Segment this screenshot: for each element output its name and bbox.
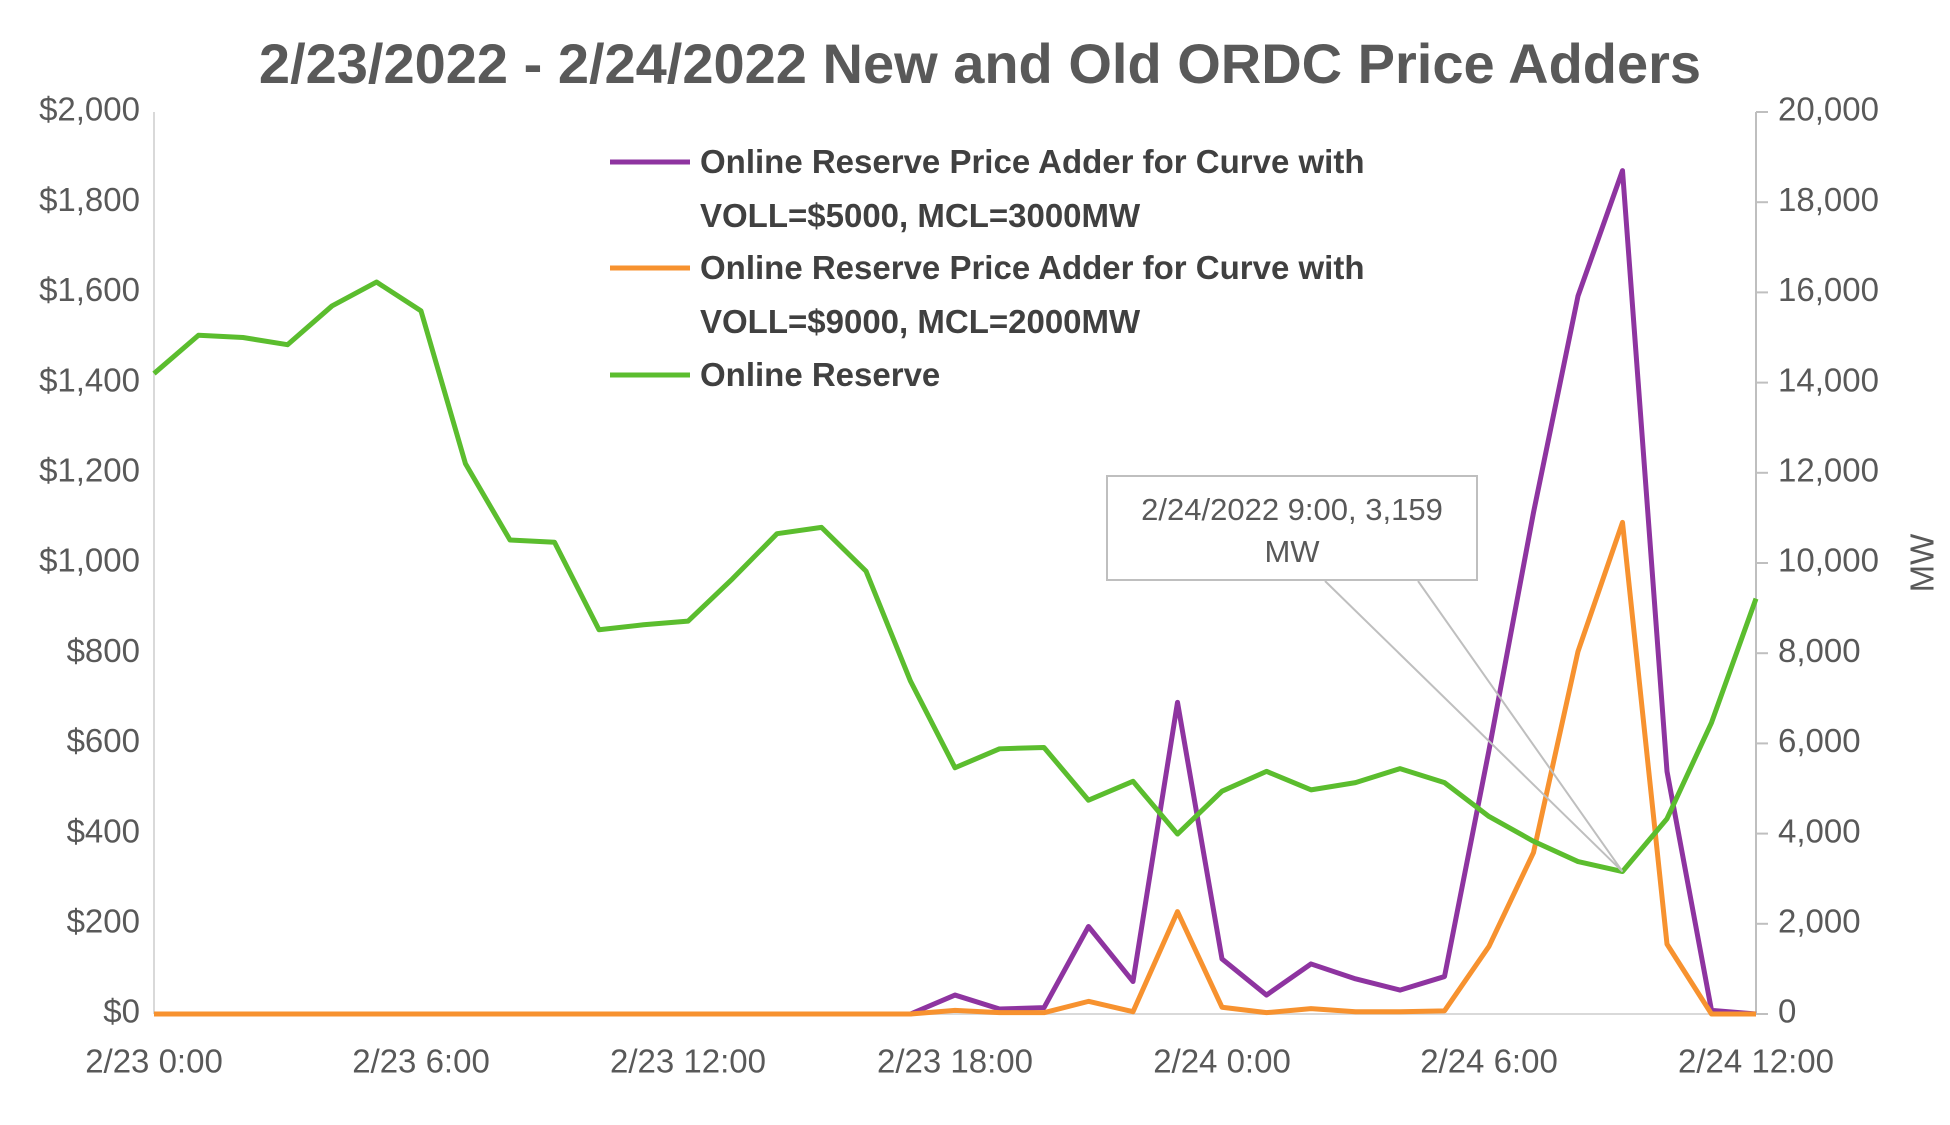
y2-tick-label: 12,000	[1778, 452, 1879, 489]
x-tick-label: 2/24 12:00	[1678, 1043, 1834, 1080]
y2-tick-label: 4,000	[1778, 812, 1861, 849]
y2-tick-label: 0	[1778, 993, 1796, 1030]
x-tick-label: 2/23 12:00	[610, 1043, 766, 1080]
y-tick-label: $400	[67, 812, 140, 849]
x-tick-label: 2/23 18:00	[877, 1043, 1033, 1080]
annotation-pointer	[1324, 580, 1624, 873]
legend-label: Online Reserve	[700, 356, 941, 393]
series-line	[154, 519, 1756, 1017]
legend-label: Online Reserve Price Adder for Curve wit…	[700, 249, 1365, 340]
y2-axis-label: MW	[1904, 533, 1941, 592]
y2-tick-label: 18,000	[1778, 181, 1879, 218]
y-tick-label: $1,000	[39, 542, 140, 579]
series-line	[152, 279, 1759, 875]
y2-tick-label: 10,000	[1778, 542, 1879, 579]
y2-tick-label: 14,000	[1778, 361, 1879, 398]
y2-tick-label: 8,000	[1778, 632, 1861, 669]
legend-label: Online Reserve Price Adder for Curve wit…	[700, 143, 1365, 234]
y2-tick-label: 2,000	[1778, 903, 1861, 940]
y-tick-label: $600	[67, 722, 140, 759]
y-tick-label: $2,000	[39, 91, 140, 128]
y-tick-label: $200	[67, 903, 140, 940]
y-tick-label: $1,200	[39, 452, 140, 489]
x-tick-label: 2/24 6:00	[1420, 1043, 1558, 1080]
y-tick-label: $0	[103, 993, 140, 1030]
y2-tick-label: 16,000	[1778, 271, 1879, 308]
y-tick-label: $1,800	[39, 181, 140, 218]
y2-tick-label: 6,000	[1778, 722, 1861, 759]
annotation: 2/24/2022 9:00, 3,159 MW	[1106, 475, 1478, 581]
y2-tick-label: 20,000	[1778, 91, 1879, 128]
y-tick-label: $800	[67, 632, 140, 669]
y-tick-label: $1,600	[39, 271, 140, 308]
x-tick-label: 2/23 6:00	[352, 1043, 490, 1080]
x-tick-label: 2/24 0:00	[1153, 1043, 1291, 1080]
chart-title: 2/23/2022 - 2/24/2022 New and Old ORDC P…	[259, 32, 1701, 95]
x-tick-label: 2/23 0:00	[85, 1043, 223, 1080]
y-tick-label: $1,400	[39, 361, 140, 398]
